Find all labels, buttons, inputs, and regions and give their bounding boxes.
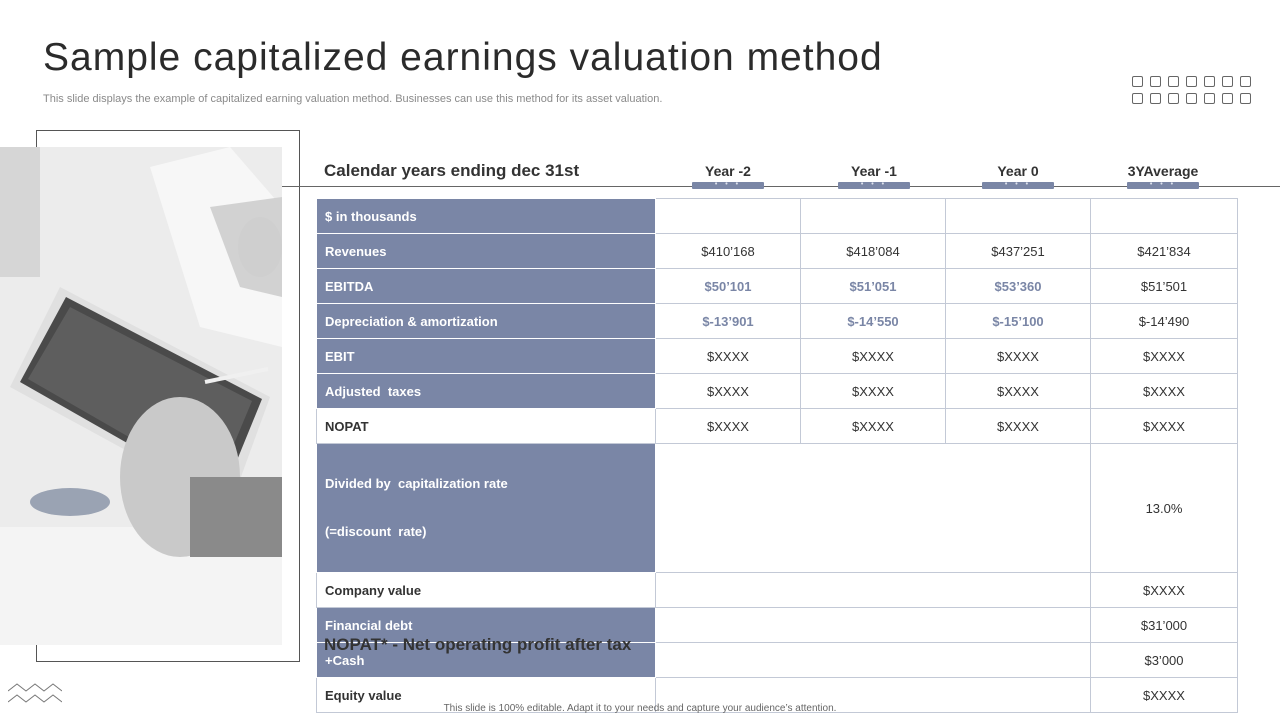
row-label: Company value	[316, 572, 656, 608]
table-cell-empty	[655, 607, 1091, 643]
table-cell: $XXXX	[800, 373, 946, 409]
table-cell: $XXXX	[655, 338, 801, 374]
table-cell: $XXXX	[1090, 408, 1238, 444]
table-cell: $XXXX	[1090, 373, 1238, 409]
table-row: Financial debt $31’000	[316, 607, 1238, 643]
table-cell: $XXXX	[945, 338, 1091, 374]
column-header-year-1: Year -1 • • •	[829, 163, 919, 189]
table-cell: $-14’490	[1090, 303, 1238, 339]
table-cell: $XXXX	[945, 408, 1091, 444]
table-row: Company value $XXXX	[316, 572, 1238, 608]
table-row: EBITDA $50’101 $51’051 $53’360 $51’501	[316, 268, 1238, 304]
row-label: NOPAT	[316, 408, 656, 444]
editable-note: This slide is 100% editable. Adapt it to…	[443, 703, 837, 714]
slide-title: Sample capitalized earnings valuation me…	[43, 36, 883, 79]
table-cell: $410’168	[655, 233, 801, 269]
table-cell-empty	[655, 443, 1091, 573]
slide-subtitle: This slide displays the example of capit…	[43, 93, 663, 105]
table-cell: $31’000	[1090, 607, 1238, 643]
header-divider	[282, 186, 1280, 187]
row-label-line: Divided by capitalization rate	[325, 476, 508, 491]
table-cell: $XXXX	[655, 408, 801, 444]
row-label: Divided by capitalization rate (=discoun…	[316, 443, 656, 573]
table-row: Revenues $410’168 $418’084 $437’251 $421…	[316, 233, 1238, 269]
row-label: Revenues	[316, 233, 656, 269]
table-cell: $XXXX	[800, 408, 946, 444]
table-cell	[1090, 198, 1238, 234]
column-header-year-0: Year 0 • • •	[973, 163, 1063, 189]
table-cell: $-15’100	[945, 303, 1091, 339]
row-label-line: (=discount rate)	[325, 524, 427, 539]
table-cell: $437’251	[945, 233, 1091, 269]
table-cell: $-14’550	[800, 303, 946, 339]
table-cell: $XXXX	[1090, 572, 1238, 608]
table-cell: $XXXX	[655, 373, 801, 409]
table-cell: $421’834	[1090, 233, 1238, 269]
table-cell	[945, 198, 1091, 234]
table-cell: $53’360	[945, 268, 1091, 304]
table-cell: $XXXX	[945, 373, 1091, 409]
nopat-footnote: NOPAT* - Net operating profit after tax	[324, 635, 632, 654]
row-label: EBITDA	[316, 268, 656, 304]
valuation-table: $ in thousands Revenues $410’168 $418’08…	[316, 198, 1238, 713]
table-cell: $-13’901	[655, 303, 801, 339]
table-row: Equity value $XXXX	[316, 677, 1238, 713]
table-cell: $3’000	[1090, 642, 1238, 678]
row-label: Equity value	[316, 677, 656, 713]
table-cell: 13.0%	[1090, 443, 1238, 573]
table-cell-empty	[655, 572, 1091, 608]
row-label: EBIT	[316, 338, 656, 374]
table-cell	[800, 198, 946, 234]
table-cell-empty	[655, 677, 1091, 713]
tablet-photo	[0, 147, 282, 645]
table-row: Divided by capitalization rate (=discoun…	[316, 443, 1238, 573]
table-cell: $XXXX	[1090, 677, 1238, 713]
table-cell: $50’101	[655, 268, 801, 304]
calendar-years-label: Calendar years ending dec 31st	[324, 161, 580, 180]
table-cell	[655, 198, 801, 234]
table-row: EBIT $XXXX $XXXX $XXXX $XXXX	[316, 338, 1238, 374]
table-cell: $51’501	[1090, 268, 1238, 304]
table-row: $ in thousands	[316, 198, 1238, 234]
column-header-3y-average: 3YAverage • • •	[1127, 163, 1199, 189]
column-header-year-2: Year -2 • • •	[683, 163, 773, 189]
zigzag-decoration-icon	[8, 683, 62, 703]
table-cell-empty	[655, 642, 1091, 678]
row-label: Depreciation & amortization	[316, 303, 656, 339]
row-label: Financial debt	[316, 607, 656, 643]
table-cell: $XXXX	[800, 338, 946, 374]
table-row: NOPAT $XXXX $XXXX $XXXX $XXXX	[316, 408, 1238, 444]
table-row: Depreciation & amortization $-13’901 $-1…	[316, 303, 1238, 339]
row-label: $ in thousands	[316, 198, 656, 234]
table-cell: $418’084	[800, 233, 946, 269]
row-label: Adjusted taxes	[316, 373, 656, 409]
table-cell: $51’051	[800, 268, 946, 304]
table-row: Adjusted taxes $XXXX $XXXX $XXXX $XXXX	[316, 373, 1238, 409]
table-cell: $XXXX	[1090, 338, 1238, 374]
decorative-squares-icon	[1132, 76, 1258, 104]
